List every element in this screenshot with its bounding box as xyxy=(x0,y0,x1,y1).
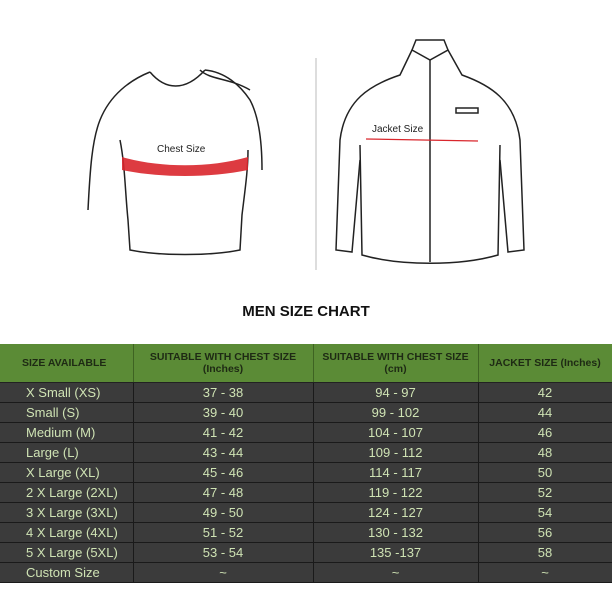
table-cell: 49 - 50 xyxy=(133,502,314,523)
measurement-illustration: Chest Size Jacket Size xyxy=(87,39,525,270)
table-cell: 124 - 127 xyxy=(313,502,479,523)
table-cell: Small (S) xyxy=(0,402,134,423)
table-row: Medium (M) 41 - 42 104 - 107 46 xyxy=(0,422,612,443)
table-cell: 114 - 117 xyxy=(313,462,479,483)
table-header-row: SIZE AVAILABLE SUITABLE WITH CHEST SIZE (I… xyxy=(0,344,612,383)
table-cell: 41 - 42 xyxy=(133,422,314,443)
table-cell: 37 - 38 xyxy=(133,382,314,403)
header-text: JACKET SIZE (Inches) xyxy=(489,357,601,369)
table-cell: Large (L) xyxy=(0,442,134,463)
table-row: Custom Size ~ ~ ~ xyxy=(0,562,612,583)
table-cell: 2 X Large (2XL) xyxy=(0,482,134,503)
header-text: (cm) xyxy=(384,363,407,375)
header-text: SUITABLE WITH CHEST SIZE xyxy=(322,351,469,363)
table-cell: 45 - 46 xyxy=(133,462,314,483)
column-header: SIZE AVAILABLE xyxy=(0,344,134,383)
table-cell: 52 xyxy=(478,482,612,503)
table-cell: 130 - 132 xyxy=(313,522,479,543)
table-cell: 3 X Large (3XL) xyxy=(0,502,134,523)
chest-measure-band xyxy=(122,157,248,176)
table-cell: 58 xyxy=(478,542,612,563)
header-text: (Inches) xyxy=(202,363,244,375)
table-cell: 5 X Large (5XL) xyxy=(0,542,134,563)
table-cell: 53 - 54 xyxy=(133,542,314,563)
table-cell: 51 - 52 xyxy=(133,522,314,543)
jacket-size-label: Jacket Size xyxy=(372,124,424,135)
table-row: 4 X Large (4XL) 51 - 52 130 - 132 56 xyxy=(0,522,612,543)
table-cell: Custom Size xyxy=(0,562,134,583)
header-text: SIZE AVAILABLE xyxy=(22,357,107,369)
table-cell: ~ xyxy=(133,562,314,583)
table-cell: 94 - 97 xyxy=(313,382,479,403)
torso-drawing xyxy=(87,69,263,256)
table-cell: 48 xyxy=(478,442,612,463)
table-row: Large (L) 43 - 44 109 - 112 48 xyxy=(0,442,612,463)
table-cell: 119 - 122 xyxy=(313,482,479,503)
table-cell: 44 xyxy=(478,402,612,423)
table-cell: 99 - 102 xyxy=(313,402,479,423)
table-cell: 109 - 112 xyxy=(313,442,479,463)
table-row: X Small (XS) 37 - 38 94 - 97 42 xyxy=(0,382,612,403)
table-row: X Large (XL) 45 - 46 114 - 117 50 xyxy=(0,462,612,483)
column-header: SUITABLE WITH CHEST SIZE (cm) xyxy=(313,344,479,383)
table-cell: ~ xyxy=(313,562,479,583)
table-cell: ~ xyxy=(478,562,612,583)
jacket-drawing xyxy=(335,39,525,264)
table-cell: Medium (M) xyxy=(0,422,134,443)
table-cell: 135 -137 xyxy=(313,542,479,563)
column-header: SUITABLE WITH CHEST SIZE (Inches) xyxy=(133,344,314,383)
table-cell: X Large (XL) xyxy=(0,462,134,483)
table-cell: 104 - 107 xyxy=(313,422,479,443)
column-header: JACKET SIZE (Inches) xyxy=(478,344,612,383)
table-cell: 43 - 44 xyxy=(133,442,314,463)
table-cell: 4 X Large (4XL) xyxy=(0,522,134,543)
table-cell: 54 xyxy=(478,502,612,523)
chest-size-label: Chest Size xyxy=(157,144,206,155)
table-row: Small (S) 39 - 40 99 - 102 44 xyxy=(0,402,612,423)
table-cell: 42 xyxy=(478,382,612,403)
table-cell: 47 - 48 xyxy=(133,482,314,503)
table-cell: X Small (XS) xyxy=(0,382,134,403)
table-row: 5 X Large (5XL) 53 - 54 135 -137 58 xyxy=(0,542,612,563)
size-chart-table: SIZE AVAILABLE SUITABLE WITH CHEST SIZE (I… xyxy=(0,344,612,583)
header-text: SUITABLE WITH CHEST SIZE xyxy=(149,351,297,363)
table-row: 2 X Large (2XL) 47 - 48 119 - 122 52 xyxy=(0,482,612,503)
table-row: 3 X Large (3XL) 49 - 50 124 - 127 54 xyxy=(0,502,612,523)
table-cell: 46 xyxy=(478,422,612,443)
table-cell: 56 xyxy=(478,522,612,543)
jacket-measure-line xyxy=(365,138,479,142)
table-cell: 50 xyxy=(478,462,612,483)
table-cell: 39 - 40 xyxy=(133,402,314,423)
page-title: MEN SIZE CHART xyxy=(242,303,370,320)
